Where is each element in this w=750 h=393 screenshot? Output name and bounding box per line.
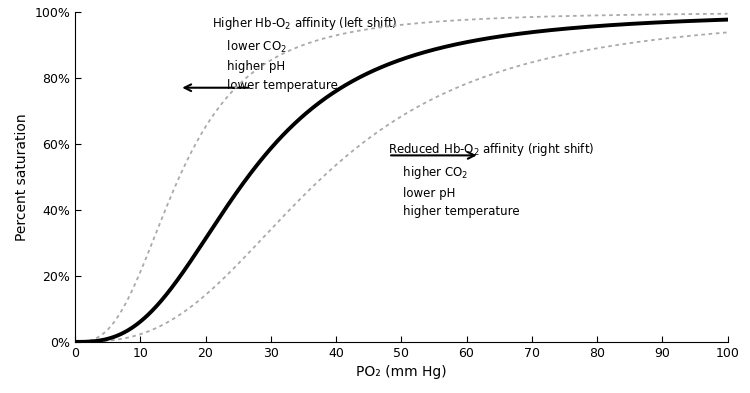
X-axis label: PO₂ (mm Hg): PO₂ (mm Hg) bbox=[356, 365, 446, 379]
Y-axis label: Percent saturation: Percent saturation bbox=[15, 113, 28, 241]
Text: Higher Hb-O$_2$ affinity (left shift)
    lower CO$_2$
    higher pH
    lower t: Higher Hb-O$_2$ affinity (left shift) lo… bbox=[212, 15, 398, 92]
Text: Reduced Hb-O$_2$ affinity (right shift)
    higher CO$_2$
    lower pH
    highe: Reduced Hb-O$_2$ affinity (right shift) … bbox=[388, 141, 595, 218]
